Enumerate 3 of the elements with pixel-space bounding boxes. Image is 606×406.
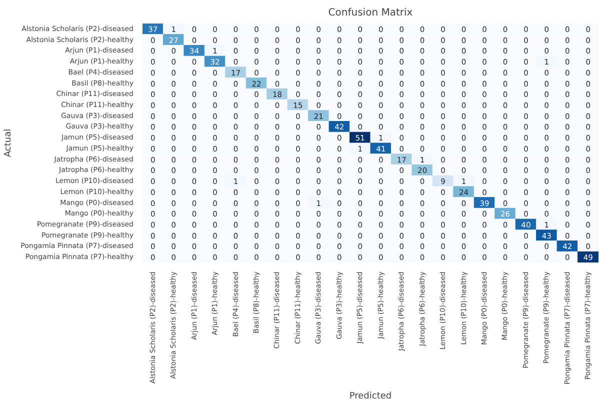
chart-title: Confusion Matrix [328, 8, 413, 18]
y-axis-title: Actual [4, 128, 14, 158]
x-axis-title: Predicted [349, 391, 392, 402]
